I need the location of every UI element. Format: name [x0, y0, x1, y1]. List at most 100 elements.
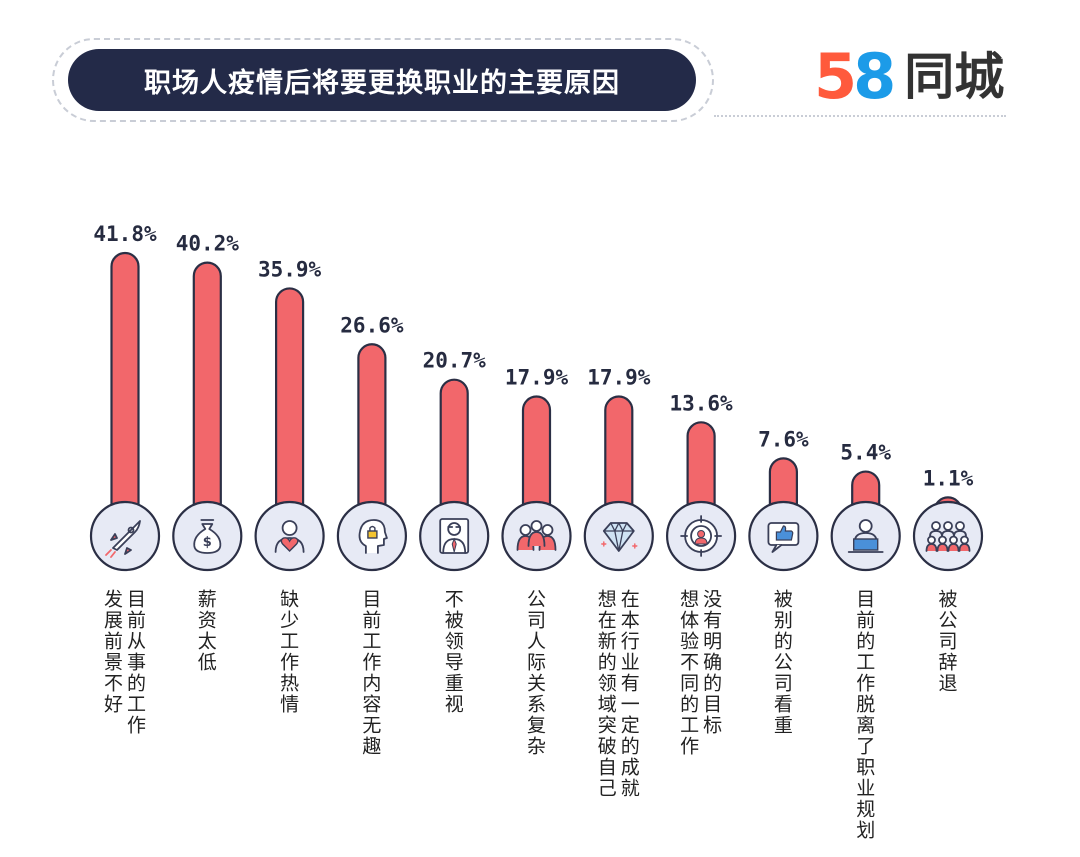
- category-label-char: 的: [856, 631, 875, 653]
- category-label-char: 业: [621, 652, 640, 674]
- data-label: 35.9%: [258, 257, 322, 281]
- logo-digit-8: 8: [853, 40, 896, 113]
- category-label-char: 有: [621, 673, 640, 695]
- category-label-char: 的: [774, 631, 793, 653]
- category-label-char: 脱: [856, 694, 875, 716]
- category-label-char: 公: [938, 610, 957, 632]
- bar: [851, 470, 881, 512]
- category-label-char: 薪: [198, 589, 217, 611]
- data-label: 1.1%: [923, 466, 974, 490]
- category-label-char: 导: [445, 652, 464, 674]
- money-bag-icon: $: [193, 519, 222, 554]
- category-label-char: 展: [104, 610, 123, 632]
- category-label-char: 目: [703, 694, 722, 716]
- category-label-char: 前: [104, 631, 123, 653]
- category-label-char: 作: [856, 673, 875, 695]
- category-label-char: 重: [445, 673, 464, 695]
- people-group-icon: [516, 520, 557, 551]
- category-label-char: 别: [774, 610, 793, 632]
- category-label-char: 的: [598, 652, 617, 674]
- category-label-char: 工: [856, 652, 875, 674]
- bar: [192, 261, 222, 512]
- category-label-char: 趣: [362, 736, 381, 758]
- category-label-char: 自: [598, 757, 617, 779]
- category-label-char: 被: [445, 610, 464, 632]
- category-label-char: 破: [598, 736, 617, 758]
- category-label-char: 确: [703, 652, 722, 674]
- category-label-char: 验: [680, 631, 699, 653]
- header-divider: [714, 115, 1006, 117]
- svg-text:$: $: [203, 535, 212, 550]
- category-label-char: 资: [198, 610, 217, 632]
- category-label-char: 体: [680, 610, 699, 632]
- category-label-char: 域: [598, 694, 617, 716]
- category-label-char: 复: [527, 715, 546, 737]
- category-label-char: 被: [774, 589, 793, 611]
- category-label-char: 际: [527, 652, 546, 674]
- bar: [275, 287, 305, 512]
- category-label-char: 人: [527, 631, 546, 653]
- category-label-char: 目: [127, 589, 146, 611]
- logo-number: 58: [814, 46, 896, 108]
- thumbs-up-icon: [767, 522, 800, 553]
- bar: [439, 378, 469, 512]
- category-label-char: 的: [680, 694, 699, 716]
- category-label-char: 太: [198, 631, 217, 653]
- bar: [768, 457, 798, 512]
- category-label-char: 在: [621, 589, 640, 611]
- page-title: 职场人疫情后将要更换职业的主要原因: [68, 49, 696, 111]
- bar: [604, 395, 634, 512]
- logo-text: 同城: [904, 48, 1005, 106]
- category-label-char: 无: [362, 715, 381, 737]
- category-label-char: 司: [527, 610, 546, 632]
- category-label-char: 作: [280, 652, 299, 674]
- category-label-char: 关: [527, 673, 546, 695]
- category-label-char: 景: [104, 652, 123, 674]
- category-label-char: 作: [362, 652, 381, 674]
- category-label-char: 视: [445, 694, 464, 716]
- category-label-char: 看: [774, 694, 793, 716]
- category-label-char: 低: [198, 652, 217, 674]
- category-label-char: 标: [703, 715, 722, 737]
- category-label-char: 发: [104, 589, 123, 611]
- category-label-char: 少: [280, 610, 299, 632]
- category-label-char: 被: [938, 589, 957, 611]
- category-label-char: 容: [362, 694, 381, 716]
- category-label-char: 杂: [527, 736, 546, 758]
- category-label-char: 前: [127, 610, 146, 632]
- category-label-char: 离: [856, 715, 875, 737]
- icon-circle: [254, 500, 325, 572]
- category-label-char: 辞: [938, 652, 957, 674]
- category-label-char: 前: [856, 610, 875, 632]
- bar: [357, 343, 387, 512]
- logo-digit-5: 5: [814, 40, 857, 113]
- category-label-char: 成: [621, 757, 640, 779]
- category-label-char: 不: [445, 589, 464, 611]
- category-label-char: 本: [621, 610, 640, 632]
- data-label: 17.9%: [505, 366, 569, 390]
- category-label-char: 退: [938, 673, 957, 695]
- category-label-char: 事: [127, 652, 146, 674]
- category-label-char: 工: [127, 694, 146, 716]
- category-label-char: 同: [680, 673, 699, 695]
- brand-logo: 58 同城: [814, 44, 1004, 110]
- category-label-char: 有: [703, 610, 722, 632]
- category-label-char: 的: [703, 673, 722, 695]
- bar: [521, 395, 552, 512]
- category-label-char: 司: [938, 631, 957, 653]
- category-label-char: 的: [127, 673, 146, 695]
- category-label-char: 作: [127, 715, 146, 737]
- person-laptop-icon: [847, 519, 884, 553]
- category-label-char: 在: [598, 610, 617, 632]
- category-label-char: 一: [621, 694, 640, 716]
- category-label-char: 目: [856, 589, 875, 611]
- diamond-icon: [601, 522, 638, 552]
- category-label-char: 热: [280, 673, 299, 695]
- category-label-char: 职: [856, 757, 875, 779]
- category-label-char: 没: [703, 589, 722, 611]
- bar: [110, 251, 140, 512]
- category-label-char: 领: [445, 631, 464, 653]
- category-label-char: 规: [856, 799, 875, 821]
- category-label-char: 工: [280, 631, 299, 653]
- icon-circle: [912, 500, 984, 572]
